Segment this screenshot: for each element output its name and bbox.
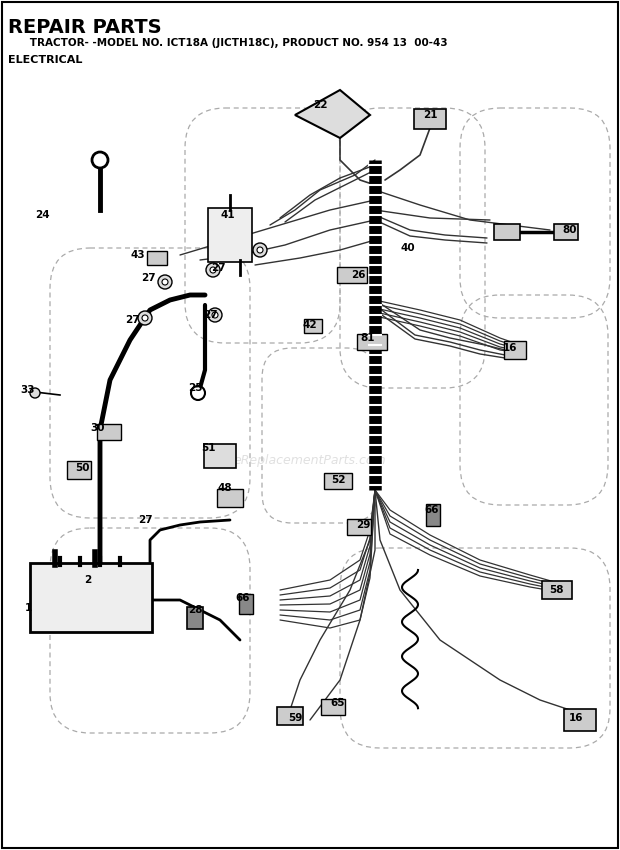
Text: REPAIR PARTS: REPAIR PARTS <box>8 18 162 37</box>
Text: 27: 27 <box>141 273 156 283</box>
Circle shape <box>257 247 263 253</box>
Text: 2: 2 <box>84 575 92 585</box>
Text: 81: 81 <box>361 333 375 343</box>
Circle shape <box>191 386 205 400</box>
Text: 27: 27 <box>138 515 153 525</box>
FancyBboxPatch shape <box>426 504 440 526</box>
Text: 27: 27 <box>203 310 218 320</box>
Text: 52: 52 <box>330 475 345 485</box>
Text: 33: 33 <box>20 385 35 395</box>
Text: 27: 27 <box>125 315 140 325</box>
Text: 30: 30 <box>91 423 105 433</box>
Text: 59: 59 <box>288 713 302 723</box>
FancyBboxPatch shape <box>347 519 371 535</box>
Text: 65: 65 <box>330 698 345 708</box>
Text: 42: 42 <box>303 320 317 330</box>
FancyBboxPatch shape <box>204 444 236 468</box>
Circle shape <box>253 243 267 257</box>
Circle shape <box>212 312 218 318</box>
Text: eReplacementParts.com: eReplacementParts.com <box>234 454 386 467</box>
FancyBboxPatch shape <box>217 489 243 507</box>
FancyBboxPatch shape <box>357 334 387 350</box>
Text: 25: 25 <box>188 383 202 393</box>
Text: 26: 26 <box>351 270 365 280</box>
Text: 58: 58 <box>549 585 563 595</box>
FancyBboxPatch shape <box>494 224 520 240</box>
Circle shape <box>30 388 40 398</box>
Text: 22: 22 <box>312 100 327 110</box>
Circle shape <box>92 152 108 168</box>
FancyBboxPatch shape <box>97 424 121 440</box>
FancyBboxPatch shape <box>277 707 303 725</box>
FancyBboxPatch shape <box>321 699 345 715</box>
FancyBboxPatch shape <box>542 581 572 599</box>
FancyBboxPatch shape <box>504 341 526 359</box>
Text: 29: 29 <box>356 520 370 530</box>
Text: 40: 40 <box>401 243 415 253</box>
Text: 21: 21 <box>423 110 437 120</box>
Text: 41: 41 <box>221 210 236 220</box>
Circle shape <box>158 275 172 289</box>
Circle shape <box>138 311 152 325</box>
Text: 48: 48 <box>218 483 232 493</box>
FancyBboxPatch shape <box>187 607 203 629</box>
Text: ELECTRICAL: ELECTRICAL <box>8 55 82 65</box>
Polygon shape <box>295 90 370 138</box>
Text: 28: 28 <box>188 605 202 615</box>
Text: TRACTOR- -MODEL NO. ICT18A (JICTH18C), PRODUCT NO. 954 13  00-43: TRACTOR- -MODEL NO. ICT18A (JICTH18C), P… <box>8 38 448 48</box>
Text: 1: 1 <box>24 603 32 613</box>
Text: 50: 50 <box>75 463 89 473</box>
Text: 16: 16 <box>569 713 583 723</box>
Text: 66: 66 <box>236 593 250 603</box>
FancyBboxPatch shape <box>324 473 352 489</box>
Text: 80: 80 <box>563 225 577 235</box>
FancyBboxPatch shape <box>239 594 253 614</box>
Circle shape <box>208 308 222 322</box>
Circle shape <box>206 263 220 277</box>
FancyBboxPatch shape <box>67 461 91 479</box>
FancyBboxPatch shape <box>147 251 167 265</box>
Text: 27: 27 <box>211 263 225 273</box>
Text: 43: 43 <box>131 250 145 260</box>
Text: 51: 51 <box>201 443 215 453</box>
Circle shape <box>162 279 168 285</box>
FancyBboxPatch shape <box>554 224 578 240</box>
Circle shape <box>142 315 148 321</box>
Text: 24: 24 <box>35 210 50 220</box>
Circle shape <box>210 267 216 273</box>
FancyBboxPatch shape <box>30 563 152 632</box>
Text: 66: 66 <box>425 505 439 515</box>
FancyBboxPatch shape <box>304 319 322 333</box>
Text: 16: 16 <box>503 343 517 353</box>
FancyBboxPatch shape <box>414 109 446 129</box>
FancyBboxPatch shape <box>564 709 596 731</box>
FancyBboxPatch shape <box>208 208 252 262</box>
FancyBboxPatch shape <box>337 267 367 283</box>
